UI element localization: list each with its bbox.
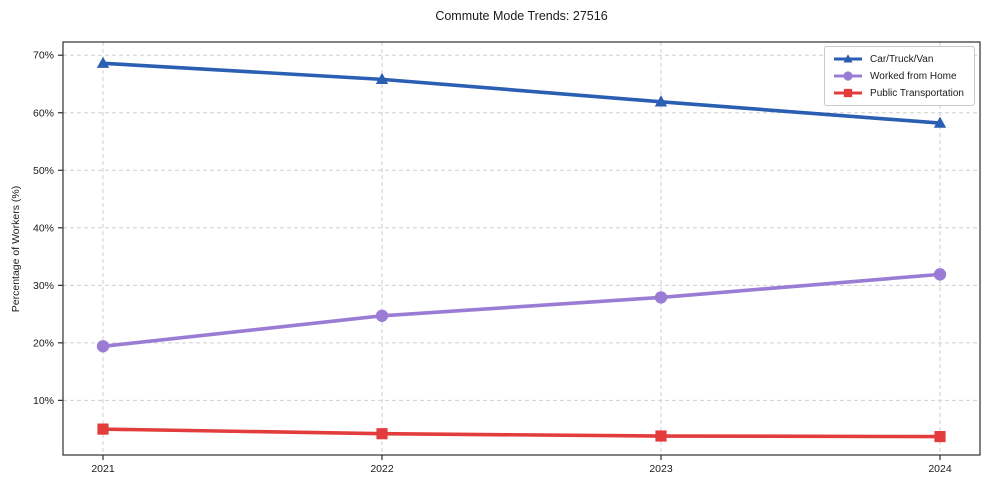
series-line <box>102 61 941 125</box>
y-tick-label: 30% <box>33 280 54 292</box>
plot-border <box>62 41 981 456</box>
legend-label: Car/Truck/Van <box>870 53 934 65</box>
data-point-public-transportation-2022 <box>376 428 388 440</box>
y-tick-label: 70% <box>33 50 54 62</box>
y-tick-label: 50% <box>33 165 54 177</box>
y-tick-label: 10% <box>33 395 54 407</box>
legend-item-public-transportation: Public Transportation <box>833 87 964 99</box>
y-tick-label: 40% <box>33 222 54 234</box>
data-point-worked-from-home-2024 <box>933 268 947 281</box>
data-point-car-truck-van-2022 <box>375 72 389 85</box>
legend-label: Public Transportation <box>870 87 964 99</box>
series-worked-from-home <box>96 268 947 353</box>
legend-square-marker-icon <box>834 88 863 98</box>
legend-circle-marker-icon <box>834 71 863 81</box>
legend-label: Worked from Home <box>870 70 957 82</box>
legend-triangle-marker-icon <box>834 54 863 63</box>
data-point-worked-from-home-2022 <box>375 309 389 322</box>
x-tick-label: 2022 <box>370 463 394 475</box>
legend-marker-circle <box>843 71 853 81</box>
data-point-car-truck-van-2021 <box>96 56 110 68</box>
data-point-worked-from-home-2021 <box>96 340 110 353</box>
data-point-public-transportation-2024 <box>934 431 946 443</box>
series-car-truck-van <box>96 56 947 128</box>
x-tick-label: 2023 <box>649 463 673 475</box>
y-tick-label: 60% <box>33 107 54 119</box>
series-line <box>102 427 941 439</box>
data-point-worked-from-home-2023 <box>654 291 668 304</box>
legend-item-car-truck-van: Car/Truck/Van <box>833 53 964 65</box>
grid: 10% 20% 30% 40% 50% 60% 70% 2021 2022 2023 2024 <box>33 42 980 475</box>
series-public-transportation <box>97 423 946 443</box>
legend-item-worked-from-home: Worked from Home <box>833 70 964 82</box>
data-point-car-truck-van-2024 <box>933 116 947 128</box>
chart-title: Commute Mode Trends: 27516 <box>435 9 608 23</box>
legend-marker-square <box>843 88 853 98</box>
legend: Car/Truck/Van Worked from Home Public Tr… <box>824 46 975 106</box>
series-line <box>102 272 941 349</box>
data-point-public-transportation-2021 <box>97 423 109 435</box>
data-point-public-transportation-2023 <box>655 430 667 442</box>
x-tick-label: 2024 <box>928 463 952 475</box>
y-tick-label: 20% <box>33 337 54 349</box>
x-tick-label: 2021 <box>91 463 115 475</box>
legend-marker-triangle <box>843 54 853 63</box>
data-point-car-truck-van-2023 <box>654 95 668 107</box>
